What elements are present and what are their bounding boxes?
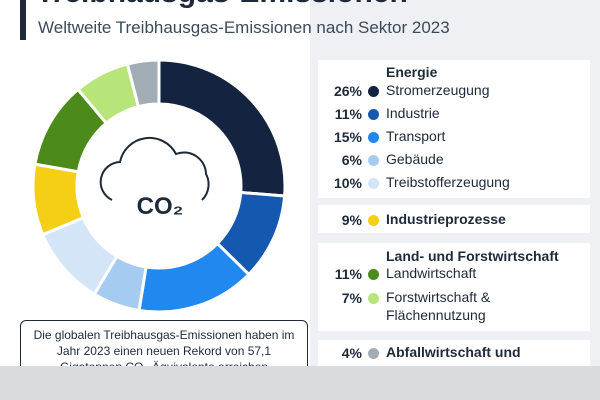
legend-label: Industrieprozesse — [386, 211, 506, 227]
bottom-band — [0, 366, 600, 400]
legend-label: Treibstofferzeugung — [386, 174, 510, 190]
value-label: 11% — [334, 106, 362, 122]
chart-subtitle: Weltweite Treibhausgas-Emissionen nach S… — [38, 18, 450, 37]
value-label: 9% — [341, 212, 362, 228]
donut — [31, 58, 287, 314]
legend-row: 7% Forstwirtschaft & Flächennutzung — [318, 288, 590, 323]
card — [318, 243, 590, 331]
legend-swatch — [368, 155, 379, 166]
legend-row: 11% Landwirtschaft — [318, 264, 590, 284]
title-bar — [20, 0, 26, 40]
value-label: 10% — [333, 175, 362, 191]
legend-label: Abfallwirtschaft und — [386, 344, 521, 360]
legend-row: 9% Industrieprozesse — [318, 210, 590, 230]
value-label: 11% — [334, 266, 362, 282]
legend-swatch — [368, 178, 379, 189]
legend-label: Stromerzeugung — [386, 82, 490, 98]
wedge — [157, 58, 287, 198]
card — [318, 205, 590, 233]
legend-swatch — [368, 293, 379, 304]
group-header: Energie — [386, 64, 438, 80]
legend-label: Forstwirtschaft & Flächennutzung — [386, 289, 491, 323]
legend-label: Transport — [386, 128, 446, 144]
legend-label: Landwirtschaft — [386, 265, 477, 281]
legend-row: 4% Abfallwirtschaft und — [318, 343, 590, 363]
value-label: 26% — [333, 83, 362, 99]
cloud-icon — [99, 136, 210, 201]
chart-title: Treibhausgas-Emissionen — [36, 0, 408, 9]
center-label: CO₂ — [137, 193, 184, 220]
legend-row: 15% Transport — [318, 127, 590, 147]
value-label: 4% — [341, 345, 362, 361]
wedge — [125, 58, 161, 109]
legend-swatch — [368, 109, 379, 120]
legend-row: 26% Stromerzeugung — [318, 81, 590, 101]
card — [318, 60, 590, 198]
legend-swatch — [368, 86, 379, 97]
legend-label: Industrie — [386, 105, 440, 121]
group-header: Land- und Forstwirtschaft — [386, 248, 559, 264]
value-label: 6% — [341, 152, 362, 168]
value-label: 15% — [333, 129, 362, 145]
legend-swatch — [368, 348, 379, 359]
legend-swatch — [368, 132, 379, 143]
legend-swatch — [368, 215, 379, 226]
legend-row: 10% Treibstofferzeugung — [318, 173, 590, 193]
legend-row: 11% Industrie — [318, 104, 590, 124]
legend-row: 6% Gebäude — [318, 150, 590, 170]
value-label: 7% — [341, 290, 362, 306]
legend-label: Gebäude — [386, 151, 444, 167]
legend-swatch — [368, 269, 379, 280]
